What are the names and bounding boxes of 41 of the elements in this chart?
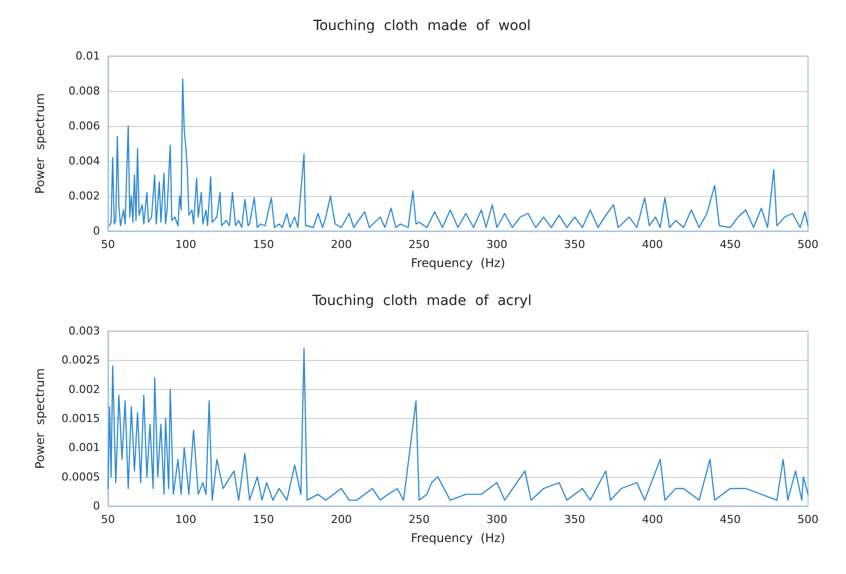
- x-tick-label: 150: [253, 238, 274, 251]
- y-tick-label: 0.002: [68, 382, 100, 396]
- y-tick-label: 0.002: [68, 190, 100, 202]
- line-series: [107, 348, 809, 501]
- x-tick-label: 500: [798, 513, 818, 526]
- chart-title: Touching cloth made of acryl: [311, 293, 532, 309]
- x-tick-label: 300: [486, 513, 508, 526]
- y-axis-title: Power spectrum: [33, 368, 47, 469]
- x-tick-label: 100: [175, 513, 196, 526]
- chart-title: Touching cloth made of wool: [312, 18, 531, 34]
- y-tick-label: 0.003: [68, 324, 100, 338]
- x-tick-label: 450: [720, 238, 741, 251]
- y-axis-title: Power spectrum: [33, 93, 47, 194]
- x-tick-label: 350: [564, 513, 586, 526]
- x-tick-label: 50: [101, 238, 115, 251]
- y-tick-label: 0.008: [68, 84, 100, 98]
- x-axis-title: Frequency (Hz): [410, 531, 506, 545]
- y-tick-label: 0.0015: [62, 412, 100, 425]
- x-tick-label: 250: [408, 513, 430, 526]
- x-tick-label: 400: [642, 238, 663, 251]
- x-tick-label: 450: [720, 513, 741, 526]
- x-tick-label: 400: [642, 513, 663, 526]
- x-tick-label: 200: [330, 513, 352, 526]
- y-tick-label: 0: [93, 224, 100, 238]
- y-tick-label: 0.001: [68, 441, 100, 454]
- x-tick-label: 200: [330, 238, 352, 251]
- x-tick-label: 300: [486, 238, 508, 251]
- y-tick-label: 0.0025: [62, 354, 100, 367]
- line-series: [108, 78, 809, 228]
- x-tick-label: 350: [564, 238, 586, 251]
- y-tick-label: 0.004: [68, 154, 100, 168]
- y-tick-label: 0.01: [76, 50, 100, 62]
- y-tick-label: 0.0005: [62, 470, 100, 484]
- x-tick-label: 250: [408, 238, 430, 251]
- x-tick-label: 150: [253, 513, 274, 526]
- x-axis-title: Frequency (Hz): [410, 256, 506, 270]
- y-tick-label: 0: [93, 500, 100, 512]
- x-tick-label: 50: [101, 513, 115, 526]
- x-tick-label: 500: [798, 238, 818, 251]
- x-tick-label: 100: [175, 238, 196, 251]
- y-tick-label: 0.006: [68, 120, 100, 132]
